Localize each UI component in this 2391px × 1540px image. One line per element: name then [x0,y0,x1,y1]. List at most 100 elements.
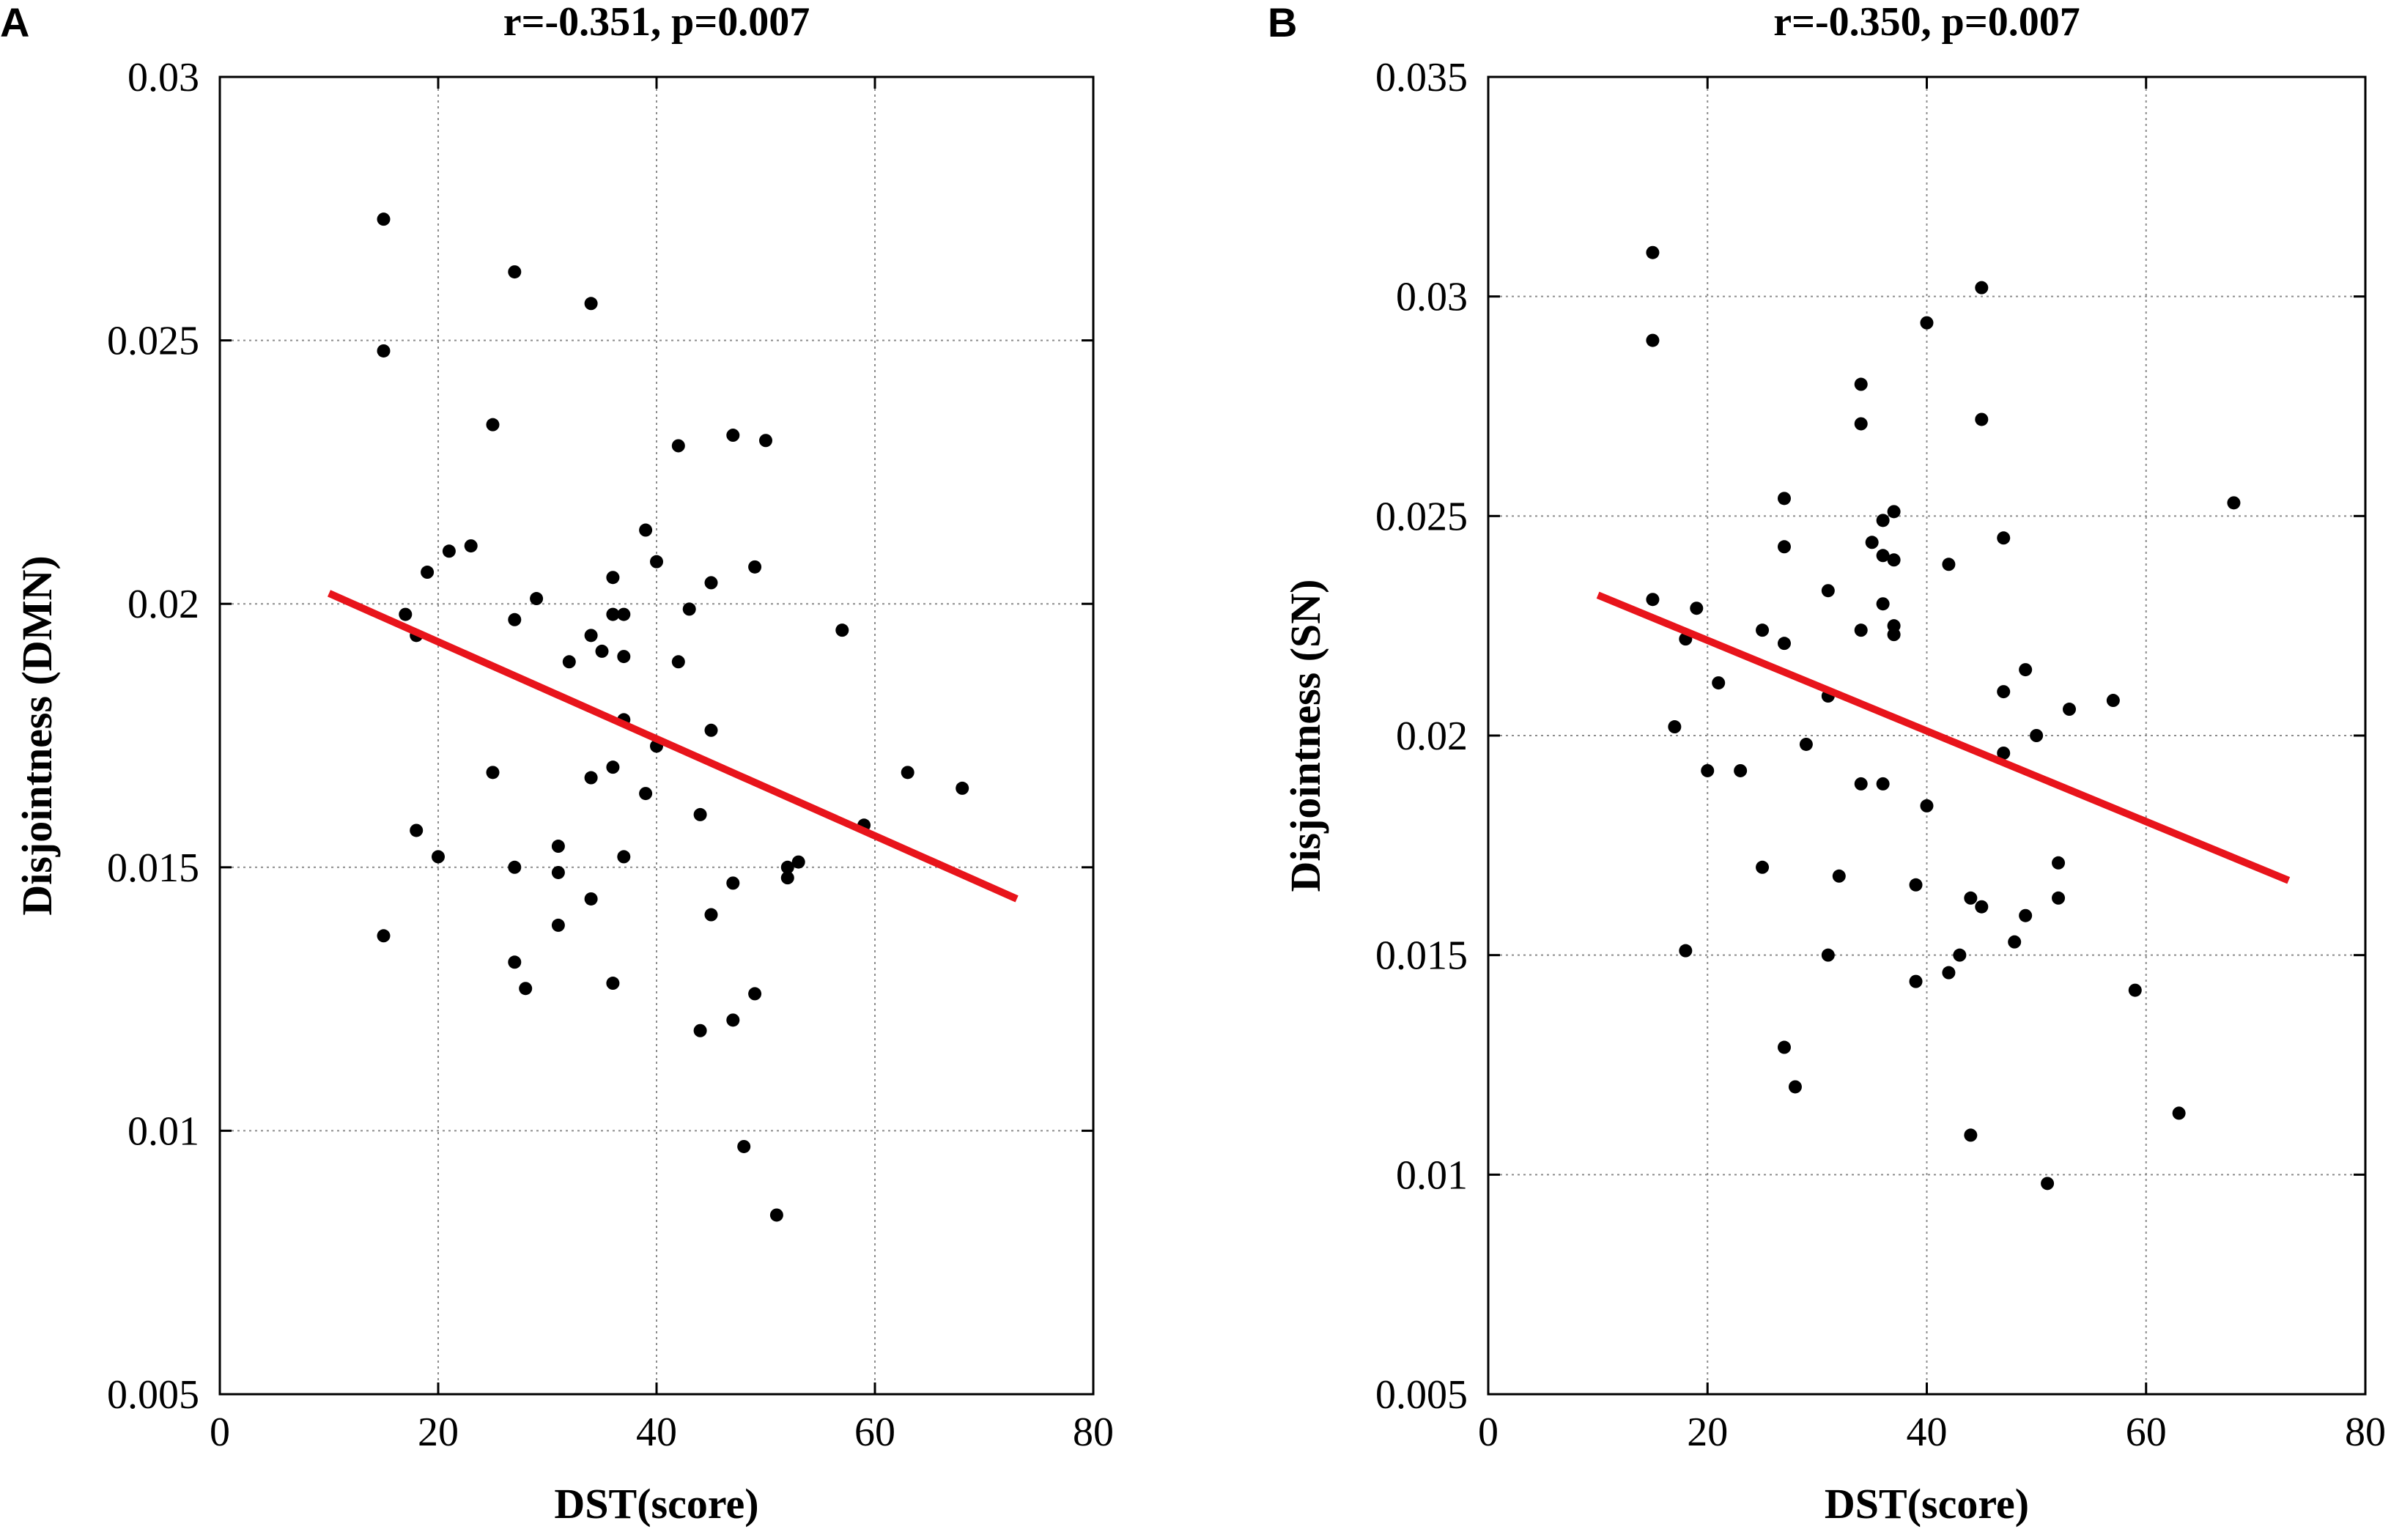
panel-a-regression-line [327,590,1019,903]
panel-a-letter: A [0,0,29,45]
panel-a-x-axis-label: DST(score) [554,1480,758,1528]
panel-a-data-point-41 [682,602,696,616]
panel-b-data-point-8 [1712,676,1726,690]
panel-a-data-point-31 [617,607,631,621]
panel-b-data-point-23 [1854,417,1868,431]
panel-a: A 0 20 40 60 80 0.005 0.01 0.015 0.02 0.025 0.03 r=… [0,0,1114,1528]
panel-b-data-point-20 [1821,948,1835,962]
panel-b-x-tick-label-1: 20 [1687,1410,1728,1455]
panel-a-data-point-9 [464,539,478,553]
panel-b-data-point-44 [1975,281,1989,295]
panel-a-data-point-36 [639,787,653,801]
panel-a-data-point-49 [726,1013,740,1027]
panel-a-data-point-18 [551,840,565,854]
panel-b-data-point-36 [1909,974,1923,988]
panel-a-data-point-29 [606,760,620,774]
panel-b-data-point-3 [1668,720,1682,734]
panel-b-data-point-27 [1876,514,1890,527]
panel-a-y-tick-label-3: 0.02 [128,582,199,627]
panel-a-data-point-15 [508,955,522,969]
panel-b-data-point-21 [1832,869,1846,883]
panel-b-data-point-10 [1756,623,1770,637]
panel-b-data-point-41 [1953,948,1967,962]
panel-a-x-tick-label-3: 60 [854,1410,895,1455]
panel-a-data-point-61 [956,781,969,795]
panel-a-data-point-5 [410,823,424,837]
panel-a-x-tick-label-2: 40 [636,1410,677,1455]
panel-a-data-point-60 [901,766,914,780]
panel-b-data-point-31 [1887,505,1901,519]
panel-b-y-tick-label-1: 0.01 [1396,1152,1468,1198]
panel-b-data-point-43 [1964,1128,1978,1142]
panel-b-x-tick-label-2: 40 [1907,1410,1948,1455]
panel-a-y-tick-label-4: 0.025 [107,319,199,364]
panel-a-data-point-10 [486,418,500,432]
panel-a-data-point-45 [704,723,718,737]
panel-a-data-point-12 [508,265,522,279]
panel-a-x-tick-label-1: 20 [418,1410,459,1455]
panel-a-data-point-28 [606,607,620,621]
panel-b-data-point-60 [2172,1106,2186,1120]
panel-b-title: r=-0.350, p=0.007 [1773,0,2080,45]
panel-a-data-point-24 [584,771,598,785]
panel-b-data-point-61 [2227,496,2241,510]
panel-a-data-point-17 [530,592,544,606]
panel-b-data-point-50 [2008,935,2022,949]
panel-a-data-point-47 [726,429,740,443]
panel-b-regression-line [1596,591,2291,884]
panel-b-data-point-30 [1876,777,1890,791]
panel-b-data-point-57 [2063,703,2077,717]
panel-b-data-point-14 [1777,637,1791,651]
panel-a-data-point-11 [486,766,500,780]
panel-b-data-point-58 [2106,694,2120,708]
panel-a-data-point-48 [726,876,740,890]
panel-a-data-point-57 [791,855,805,869]
panel-b-data-point-11 [1756,860,1770,874]
panel-a-y-tick-label-5: 0.03 [128,55,199,100]
panel-b-data-point-25 [1854,777,1868,791]
panel-b-y-axis-label: Disjointness (SN) [1282,580,1329,892]
panel-b-data-point-29 [1876,597,1890,611]
panel-b-data-point-46 [1975,900,1989,914]
panel-a-x-tick-label-4: 80 [1073,1410,1114,1455]
panel-a-data-point-2 [377,929,391,943]
panel-b-data-point-37 [1920,316,1934,330]
panel-b-x-tick-label-3: 60 [2126,1410,2167,1455]
panel-b-data-point-18 [1821,584,1835,598]
panel-a-data-point-39 [671,439,685,453]
panel-b-y-tick-label-3: 0.02 [1396,714,1468,759]
panel-b-data-point-34 [1887,628,1901,642]
panel-a-data-point-56 [780,871,794,885]
panel-a-data-point-30 [606,977,620,991]
panel-b-data-point-42 [1964,891,1978,905]
panel-a-data-point-43 [693,1023,707,1037]
panel-a-data-point-52 [748,987,762,1001]
panel-b: B 0 20 40 60 80 0.005 0.01 0.015 0.02 0.025 0.03 0.… [1268,0,2386,1528]
panel-b-data-point-6 [1690,601,1704,615]
panel-a-data-point-3 [399,607,413,621]
panel-a-data-point-50 [737,1139,751,1153]
panel-a-data-point-35 [639,523,653,537]
panel-b-data-point-9 [1734,763,1748,777]
panel-b-data-point-26 [1865,536,1879,549]
panel-a-data-point-14 [508,860,522,874]
panel-b-y-tick-label-6: 0.035 [1375,55,1468,100]
panel-a-y-tick-label-1: 0.01 [128,1108,199,1154]
panel-a-data-point-7 [432,850,445,864]
panel-a-data-point-27 [606,571,620,585]
panel-a-data-point-1 [377,344,391,358]
panel-b-data-point-54 [2041,1177,2055,1191]
panel-a-data-point-6 [421,566,435,580]
panel-a-data-point-40 [671,655,685,669]
panel-b-data-point-39 [1942,558,1956,571]
panel-b-data-point-2 [1646,593,1660,607]
panel-a-data-point-55 [780,860,794,874]
panel-b-data-point-55 [2052,856,2066,870]
panel-b-data-point-52 [2019,908,2033,922]
panel-a-data-point-37 [650,555,663,569]
panel-b-data-point-49 [1997,746,2011,760]
panel-b-data-point-0 [1646,245,1660,259]
panel-a-data-point-53 [759,434,772,448]
panel-a-data-point-34 [617,850,631,864]
